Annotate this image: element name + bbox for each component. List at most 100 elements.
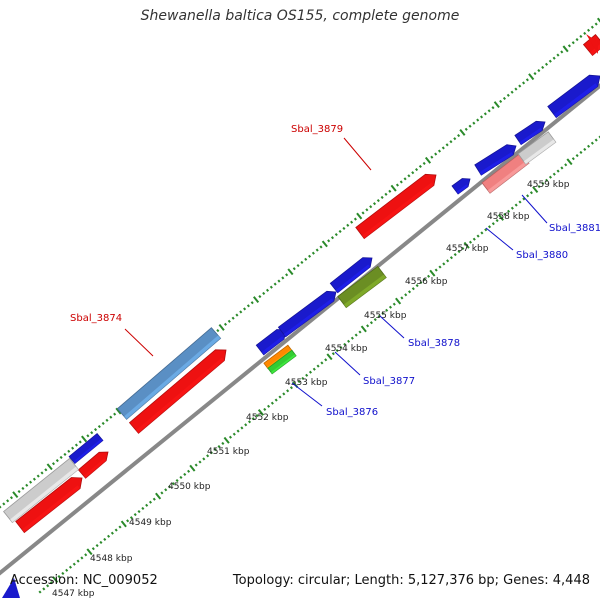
callout-line — [343, 137, 372, 171]
upper-tick-mark — [71, 446, 75, 450]
upper-tick-mark — [518, 84, 522, 88]
gene-arrow-highlight — [456, 184, 469, 194]
lower-tick-mark — [305, 373, 309, 377]
upper-tick-mark — [6, 499, 10, 503]
lower-tick-mark — [472, 237, 476, 241]
upper-tick-mark — [365, 208, 369, 212]
upper-tick-mark — [441, 146, 445, 150]
upper-tick-mark — [575, 38, 579, 42]
lower-tick-mark — [278, 395, 282, 399]
upper-tick-mark — [330, 236, 335, 240]
tick-label: 4547 kbp — [52, 589, 95, 599]
lower-tick-mark — [133, 513, 137, 517]
upper-tick-mark — [537, 68, 541, 73]
upper-tick-mark — [277, 279, 281, 283]
gene-label-reverse: Sbal_3876 — [326, 407, 378, 418]
gene-arrow-highlight — [283, 298, 334, 337]
upper-tick-mark — [2, 502, 6, 506]
tick-label: 4559 kbp — [527, 180, 570, 190]
upper-tick-mark — [502, 96, 506, 100]
lower-tick-mark — [487, 225, 492, 229]
scroll-left-arrow-icon[interactable] — [2, 578, 20, 598]
upper-tick-mark — [287, 268, 294, 276]
upper-tick-mark — [32, 477, 36, 481]
lower-tick-mark — [388, 305, 393, 309]
lower-tick-mark — [560, 166, 564, 170]
upper-tick-mark — [12, 491, 19, 499]
upper-tick-mark — [17, 489, 21, 494]
lower-tick-mark — [308, 370, 313, 374]
gene-arrow-highlight — [124, 335, 221, 420]
lower-tick-mark — [183, 472, 187, 476]
gene-arrow-highlight — [136, 357, 225, 434]
gene-arrow-highlight — [479, 152, 514, 176]
lower-tick-mark — [171, 482, 175, 486]
lower-tick-mark — [221, 441, 225, 445]
lower-tick-mark — [244, 423, 248, 427]
lower-tick-mark — [429, 269, 436, 277]
lower-tick-mark — [274, 398, 278, 402]
upper-tick-mark — [262, 291, 266, 295]
upper-tick-mark — [315, 248, 319, 252]
lower-tick-mark — [202, 457, 206, 461]
upper-tick-mark — [424, 156, 432, 164]
gene-arrow-highlight — [553, 83, 598, 118]
upper-tick-mark — [97, 424, 101, 429]
upper-tick-mark — [40, 471, 44, 475]
lower-tick-mark — [484, 228, 488, 232]
gene-arrow-forward — [547, 74, 600, 119]
upper-tick-mark — [311, 251, 315, 255]
upper-tick-mark — [9, 496, 13, 500]
lower-tick-mark — [179, 475, 183, 480]
upper-tick-mark — [596, 17, 600, 23]
upper-tick-mark — [453, 137, 457, 141]
lower-tick-mark — [255, 414, 259, 418]
upper-tick-mark — [457, 133, 461, 138]
lower-tick-mark — [541, 181, 545, 185]
lower-tick-mark — [495, 219, 499, 223]
upper-tick-mark — [499, 99, 503, 104]
lower-tick-mark — [373, 318, 377, 322]
tick-label: 4551 kbp — [207, 447, 250, 457]
upper-tick-mark — [594, 22, 598, 26]
tick-label: 4548 kbp — [90, 554, 133, 564]
upper-tick-mark — [487, 109, 491, 113]
lower-tick-mark — [411, 287, 415, 291]
upper-tick-mark — [390, 184, 397, 192]
lower-tick-mark — [324, 358, 328, 362]
upper-tick-mark — [59, 455, 63, 460]
upper-tick-mark — [78, 440, 82, 444]
upper-tick-mark — [388, 189, 392, 193]
scroll-right-arrow-icon[interactable] — [586, 34, 598, 54]
gene-label-forward: Sbal_3879 — [291, 124, 343, 135]
lower-tick-mark — [251, 417, 255, 421]
upper-tick-mark — [522, 81, 526, 85]
lower-tick-mark — [267, 404, 271, 408]
tick-label: 4556 kbp — [405, 277, 448, 287]
callout-line — [521, 194, 548, 224]
upper-tick-mark — [319, 245, 323, 249]
lower-tick-mark — [400, 296, 404, 300]
lower-tick-mark — [407, 290, 412, 294]
upper-tick-mark — [353, 217, 357, 221]
upper-tick-mark — [269, 285, 273, 289]
lower-tick-mark — [152, 497, 156, 501]
lower-tick-mark — [148, 500, 153, 504]
upper-tick-mark — [430, 155, 434, 159]
upper-tick-mark — [514, 87, 518, 91]
lower-tick-mark — [320, 361, 324, 365]
upper-tick-mark — [90, 431, 94, 435]
upper-tick-mark — [250, 301, 254, 305]
upper-tick-mark — [403, 177, 407, 181]
lower-tick-mark — [46, 584, 50, 588]
lower-tick-mark — [347, 339, 351, 343]
backbone-layer — [0, 83, 600, 576]
upper-tick-mark — [258, 294, 262, 299]
lower-tick-mark — [463, 241, 470, 249]
gene-arrow-highlight — [270, 354, 297, 374]
upper-tick-mark — [544, 62, 549, 66]
lower-tick-mark — [257, 409, 264, 416]
lower-tick-mark — [594, 138, 598, 142]
upper-tick-mark — [304, 257, 308, 261]
upper-tick-mark — [239, 310, 243, 314]
